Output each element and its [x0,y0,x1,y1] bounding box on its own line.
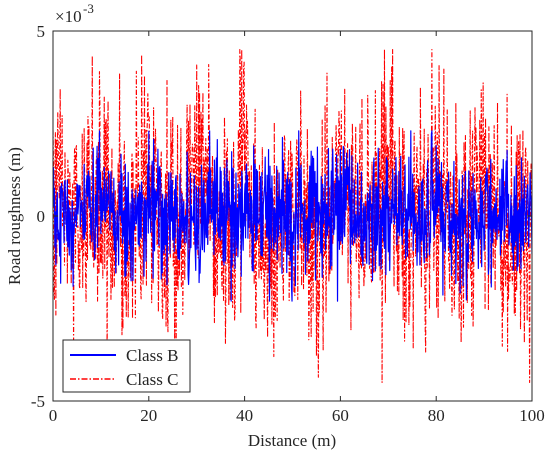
x-tick-label: 80 [428,406,445,425]
y-multiplier: ×10 -3 [55,1,94,26]
x-tick-label: 40 [236,406,253,425]
y-tick-label: -5 [31,392,45,411]
x-tick-label: 60 [332,406,349,425]
x-tick-label: 100 [519,406,545,425]
legend-label-class-c: Class C [126,370,178,389]
x-tick-label: 20 [140,406,157,425]
legend: Class B Class C [62,339,191,393]
y-multiplier-exponent: -3 [83,1,94,16]
series-layer [53,48,532,384]
y-tick-label: 5 [37,22,46,41]
series-line-class-c [53,48,532,384]
y-axis-label: Road roughness (m) [5,147,24,285]
series-line-class-b [53,130,532,302]
x-axis-label: Distance (m) [248,431,336,450]
y-tick-label: 0 [37,207,46,226]
y-multiplier-base: ×10 [55,7,82,26]
legend-box [62,339,191,393]
x-tick-label: 0 [49,406,58,425]
legend-label-class-b: Class B [126,346,178,365]
